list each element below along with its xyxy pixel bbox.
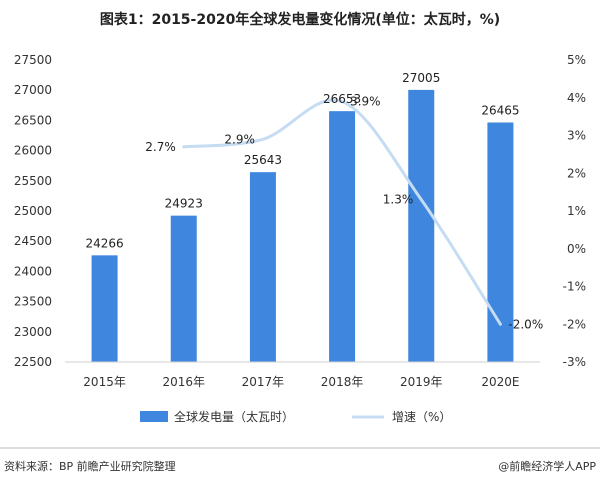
x-tick-label: 2016年 xyxy=(162,375,205,389)
right-tick-label: 1% xyxy=(567,204,586,218)
left-tick-label: 27000 xyxy=(14,83,52,97)
left-tick-label: 27500 xyxy=(14,53,52,67)
right-tick-label: -1% xyxy=(563,280,586,294)
left-tick-label: 22500 xyxy=(14,355,52,369)
bar-data-label: 25643 xyxy=(244,153,282,167)
line-data-labels: 2.7% 2.9% 3.9% 1.3% -2.0% xyxy=(145,95,543,332)
bar-data-label: 27005 xyxy=(402,71,440,85)
bar-data-labels: 24266 24923 25643 26653 27005 26465 xyxy=(85,71,519,250)
right-tick-label: 3% xyxy=(567,129,586,143)
right-tick-label: 4% xyxy=(567,91,586,105)
x-tick-label: 2020E xyxy=(481,375,519,389)
legend-label-line: 增速（%） xyxy=(392,410,451,424)
bar xyxy=(329,111,356,362)
growth-line xyxy=(182,98,502,326)
left-axis: 22500 23000 23500 24000 24500 25000 25500 26000… xyxy=(14,53,52,369)
x-tick-label: 2015年 xyxy=(83,375,126,389)
left-tick-label: 26500 xyxy=(14,113,52,127)
legend: 全球发电量（太瓦时） 增速（%） xyxy=(140,409,451,424)
bar-data-label: 26653 xyxy=(323,92,361,106)
x-tick-label: 2018年 xyxy=(321,375,364,389)
chart-title: 图表1：2015-2020年全球发电量变化情况(单位：太瓦时，%) xyxy=(100,11,500,28)
bar-data-label: 26465 xyxy=(481,104,519,118)
left-tick-label: 26000 xyxy=(14,144,52,158)
right-tick-label: -3% xyxy=(563,355,586,369)
right-tick-label: 2% xyxy=(567,166,586,180)
brand-name: @前瞻经济学人APP xyxy=(498,459,596,473)
left-tick-label: 24500 xyxy=(14,234,52,248)
right-axis: -3% -2% -1% 0% 1% 2% 3% 4% 5% xyxy=(563,53,586,369)
right-tick-label: 5% xyxy=(567,53,586,67)
bar xyxy=(408,89,435,362)
bar xyxy=(91,255,118,362)
legend-swatch-bar xyxy=(140,411,168,422)
bar-series xyxy=(91,89,514,362)
bar xyxy=(170,215,197,362)
line-series xyxy=(182,98,502,326)
right-tick-label: 0% xyxy=(567,242,586,256)
right-tick-label: -2% xyxy=(563,317,586,331)
x-axis: 2015年 2016年 2017年 2018年 2019年 2020E xyxy=(65,361,540,389)
bar xyxy=(249,172,276,362)
left-tick-label: 23500 xyxy=(14,295,52,309)
line-data-label: 3.9% xyxy=(350,95,381,109)
line-data-label: 2.9% xyxy=(224,132,255,146)
x-tick-label: 2019年 xyxy=(400,375,443,389)
x-tick-label: 2017年 xyxy=(242,375,285,389)
source-note: 资料来源：BP 前瞻产业研究院整理 xyxy=(4,459,176,473)
bar-data-label: 24923 xyxy=(165,197,203,211)
line-data-label: 1.3% xyxy=(383,193,414,207)
left-tick-label: 24000 xyxy=(14,264,52,278)
line-data-label: -2.0% xyxy=(508,317,543,331)
left-tick-label: 25000 xyxy=(14,204,52,218)
bar-data-label: 24266 xyxy=(85,236,123,250)
line-data-label: 2.7% xyxy=(145,140,176,154)
left-tick-label: 25500 xyxy=(14,174,52,188)
legend-label-bar: 全球发电量（太瓦时） xyxy=(174,409,294,424)
left-tick-label: 23000 xyxy=(14,325,52,339)
